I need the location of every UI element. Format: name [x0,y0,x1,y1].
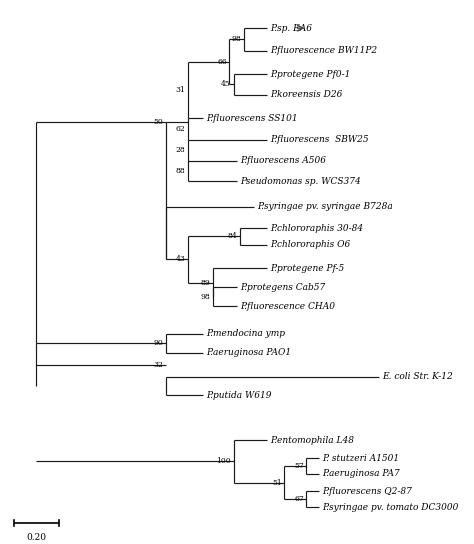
Text: P.koreensis D26: P.koreensis D26 [271,90,343,99]
Text: P.fluorescence CHA0: P.fluorescence CHA0 [240,302,336,311]
Text: P.fluorescens SS101: P.fluorescens SS101 [207,114,298,123]
Text: P.aeruginosa PAO1: P.aeruginosa PAO1 [207,349,292,357]
Text: P.entomophila L48: P.entomophila L48 [271,436,355,445]
Text: P.chlororaphis 30-84: P.chlororaphis 30-84 [271,224,364,233]
Text: P.protegens Cab57: P.protegens Cab57 [240,282,326,292]
Text: P.syringae pv. tomato DC3000: P.syringae pv. tomato DC3000 [323,503,459,512]
Text: P.aeruginosa PA7: P.aeruginosa PA7 [323,469,401,478]
Text: P.fluorescens  SBW25: P.fluorescens SBW25 [271,135,369,144]
Text: P.protegene Pf-5: P.protegene Pf-5 [271,264,345,273]
Text: 50: 50 [154,118,163,126]
Text: P.fluorescens A506: P.fluorescens A506 [240,156,327,165]
Text: P.fluorescence BW11P2: P.fluorescence BW11P2 [271,46,378,55]
Text: 90: 90 [154,339,163,348]
Text: P.sp. EA6: P.sp. EA6 [271,24,312,33]
Text: P.mendocina ymp: P.mendocina ymp [207,329,285,338]
Text: 57: 57 [294,462,304,470]
Text: 89: 89 [201,279,211,287]
Text: 98: 98 [231,35,241,44]
Text: 98: 98 [201,293,211,301]
Text: E. coli Str. K-12: E. coli Str. K-12 [382,372,453,381]
Text: 84: 84 [227,232,237,240]
Text: P.chlororaphis O6: P.chlororaphis O6 [271,240,351,249]
Text: 67: 67 [294,496,304,503]
Text: 0.20: 0.20 [26,533,46,542]
Text: P. stutzeri A1501: P. stutzeri A1501 [323,454,400,462]
Text: 45: 45 [221,81,231,89]
Text: 31: 31 [175,86,185,94]
Text: 51: 51 [272,479,282,486]
Text: 43: 43 [175,256,185,263]
Text: P.fluorescens Q2-87: P.fluorescens Q2-87 [323,487,412,496]
Text: Pseudomonas sp. WCS374: Pseudomonas sp. WCS374 [240,177,361,186]
Text: 28: 28 [175,146,185,154]
Text: 66: 66 [217,58,227,66]
Text: P.protegene Pf0-1: P.protegene Pf0-1 [271,70,351,79]
Text: 88: 88 [175,167,185,175]
Text: P.putida W619: P.putida W619 [207,391,272,400]
Text: P.syringae pv. syringae B728a: P.syringae pv. syringae B728a [257,202,392,211]
Text: 32: 32 [154,361,163,369]
Text: 62: 62 [175,125,185,133]
Text: 100: 100 [217,458,231,466]
